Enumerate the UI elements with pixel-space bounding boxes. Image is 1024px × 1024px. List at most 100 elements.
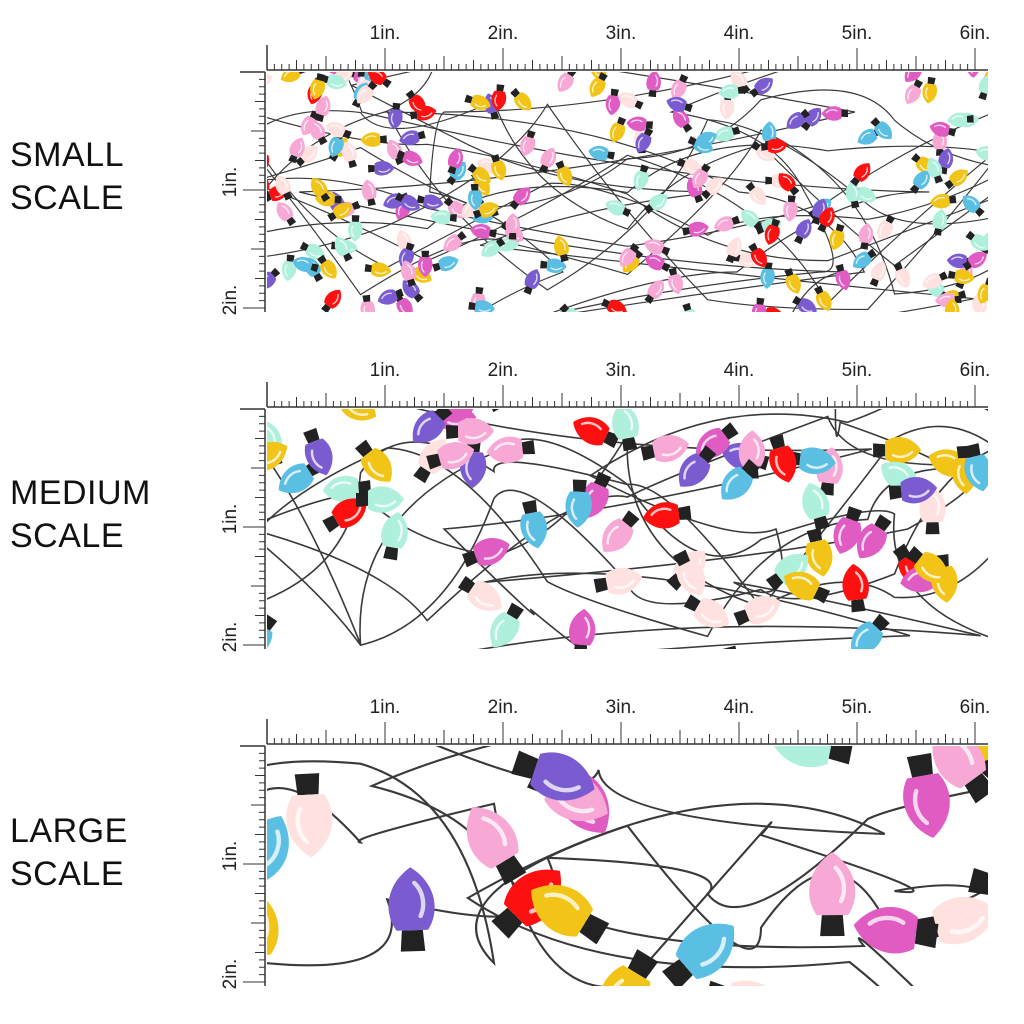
light-bulb	[870, 117, 892, 140]
label-line1: LARGE	[10, 812, 128, 850]
light-wire	[267, 129, 988, 296]
ruler-h-label: 2in.	[488, 23, 519, 44]
light-bulb	[267, 816, 289, 880]
light-bulb	[388, 867, 435, 952]
light-bulb	[682, 302, 698, 312]
light-bulb	[662, 923, 735, 986]
light-bulb	[644, 239, 671, 256]
light-bulb	[396, 149, 423, 166]
light-bulb	[281, 254, 297, 282]
light-bulb	[288, 137, 305, 164]
light-bulb	[468, 300, 495, 312]
light-bulb	[968, 866, 988, 915]
large-scale-swatch: 1in. 2in. 3in. 4in. 5in. 6in. 1in. 2in.	[210, 689, 1010, 989]
ruler: 1in. 2in. 3in. 4in. 5in. 6in. 1in. 2in.	[220, 360, 990, 652]
light-wire	[435, 746, 886, 986]
light-bulb	[909, 170, 930, 195]
light-bulb	[626, 116, 654, 132]
light-bulb	[466, 806, 527, 886]
light-bulb	[280, 72, 307, 83]
light-bulb	[749, 77, 773, 98]
light-bulb	[267, 73, 273, 89]
light-bulb	[929, 121, 957, 137]
light-bulb	[559, 303, 581, 312]
light-bulb	[718, 84, 746, 99]
large-scale-label: LARGE SCALE	[10, 810, 128, 896]
light-bulb	[738, 49, 765, 64]
light-bulb	[817, 207, 835, 233]
light-bulb	[683, 594, 729, 628]
light-bulb	[877, 214, 896, 240]
light-bulb	[926, 157, 944, 184]
light-bulb	[800, 108, 822, 132]
light-bulb	[486, 436, 536, 464]
light-bulb	[267, 613, 278, 649]
light-bulb	[856, 514, 892, 559]
light-bulb	[539, 147, 557, 174]
light-bulb	[670, 73, 689, 100]
label-line2: SCALE	[10, 179, 124, 217]
light-bulb	[354, 439, 392, 482]
light-bulb	[944, 169, 968, 190]
light-bulb	[426, 442, 475, 470]
light-bulb	[430, 209, 457, 225]
light-bulb	[988, 225, 1010, 253]
light-bulb	[409, 105, 437, 121]
light-bulb	[310, 178, 331, 203]
ruler-h-label: 5in.	[842, 23, 873, 44]
light-bulb	[679, 445, 717, 487]
light-bulb	[751, 297, 767, 312]
light-bulb	[783, 195, 798, 222]
light-bulb	[457, 575, 502, 611]
light-bulb	[275, 175, 293, 201]
light-bulb	[340, 409, 377, 421]
light-bulb	[509, 187, 531, 210]
ruler-h-label: 3in.	[606, 697, 637, 718]
light-bulb	[760, 138, 788, 154]
light-bulb	[962, 251, 987, 271]
light-bulb	[929, 193, 957, 209]
light-bulb	[888, 477, 938, 504]
light-bulb	[467, 163, 491, 184]
light-bulb	[491, 84, 507, 111]
light-bulb	[644, 280, 665, 304]
light-bulb	[613, 48, 640, 64]
small-scale-swatch: 1in. 2in. 3in. 4in. 5in. 6in. 1in. 2in.	[210, 15, 1010, 315]
light-bulb	[873, 436, 922, 464]
light-bulb	[786, 108, 811, 129]
light-bulb	[490, 154, 507, 181]
light-bulb	[721, 458, 760, 500]
light-bulb	[792, 295, 817, 312]
light-bulb	[315, 95, 331, 123]
light-bulb	[289, 35, 315, 65]
light-bulb	[842, 563, 869, 613]
ruler-v-label: 1in.	[220, 504, 241, 535]
light-bulb	[829, 223, 845, 251]
light-bulb	[510, 87, 532, 111]
light-bulb	[322, 475, 372, 503]
light-bulb	[903, 753, 950, 838]
light-bulb	[947, 269, 975, 285]
light-bulb	[778, 173, 800, 196]
ruler-h-label: 4in.	[724, 360, 755, 381]
light-bulb	[760, 262, 775, 289]
light-bulb	[316, 40, 346, 65]
light-bulb	[745, 181, 767, 205]
light-bulb	[520, 499, 548, 549]
large-scale-svg: 1in. 2in. 3in. 4in. 5in. 6in. 1in. 2in.	[220, 697, 990, 989]
light-bulb	[399, 130, 426, 146]
light-bulb	[666, 96, 693, 113]
ruler-v-label: 2in.	[220, 285, 241, 315]
light-bulb	[932, 746, 988, 804]
ruler-h-label: 2in.	[488, 360, 519, 381]
light-bulb	[769, 434, 797, 483]
light-bulb	[913, 313, 943, 315]
light-bulb	[850, 163, 871, 187]
light-bulb	[692, 163, 711, 189]
light-bulb	[394, 192, 420, 211]
small-scale-svg: 1in. 2in. 3in. 4in. 5in. 6in. 1in. 2in.	[220, 23, 1010, 315]
light-wire	[267, 787, 988, 967]
light-bulb	[569, 608, 596, 649]
ruler-h-label: 1in.	[370, 697, 401, 718]
light-bulb	[783, 571, 831, 604]
